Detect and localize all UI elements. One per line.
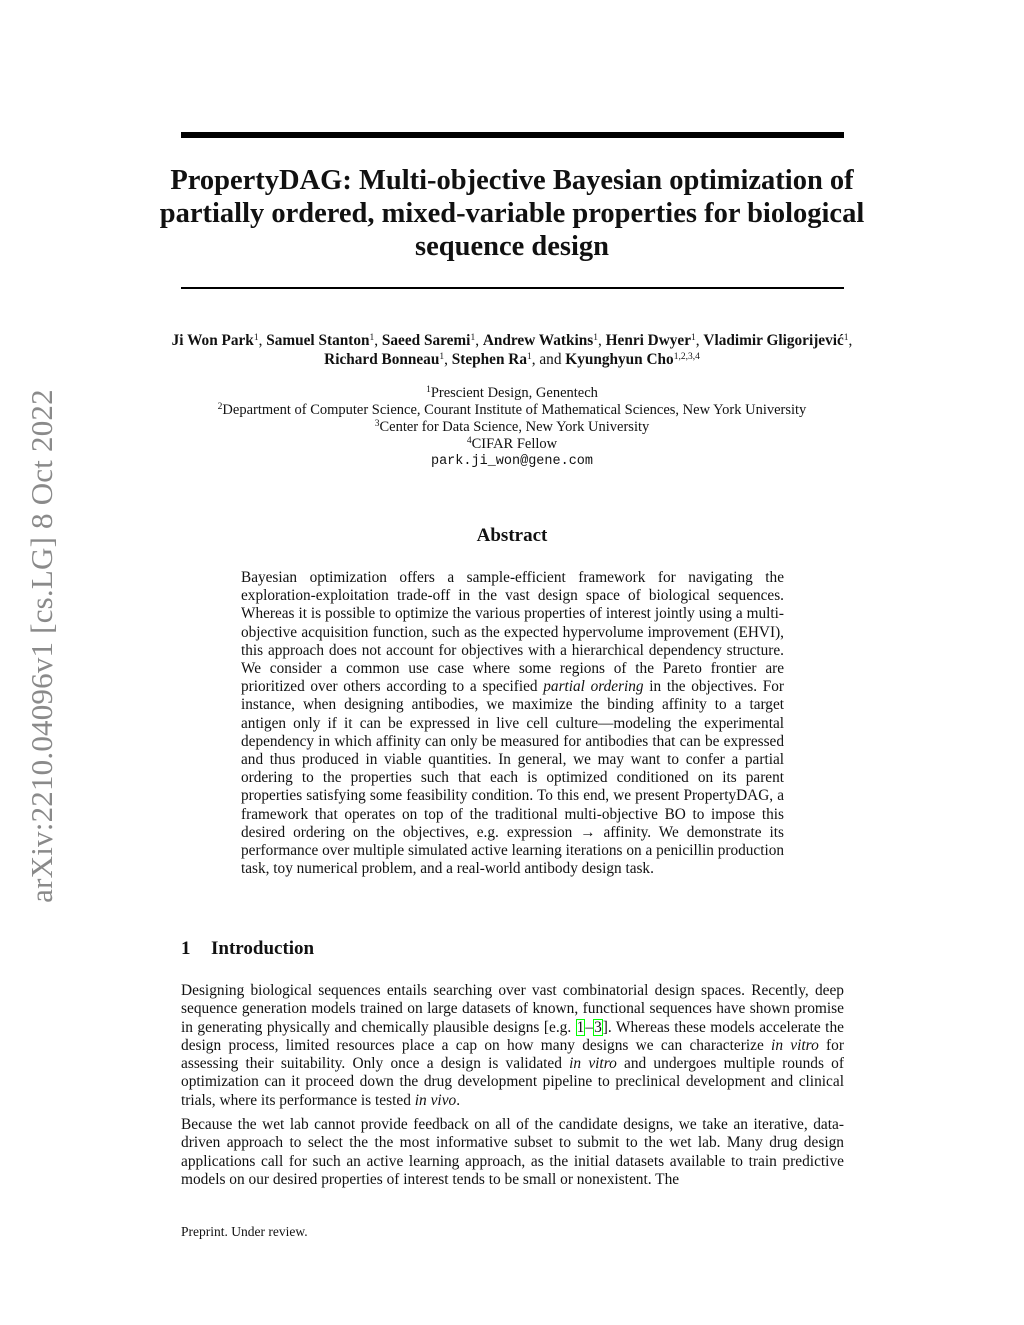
author-affiliation-mark: 1 <box>843 333 849 343</box>
author-name: Kyunghyun Cho <box>565 351 674 368</box>
section-heading: 1 Introduction <box>181 938 315 959</box>
author-affiliation-mark: 1 <box>253 333 259 343</box>
separator: , <box>374 332 382 349</box>
separator: , <box>695 332 704 349</box>
author-affiliation-mark: 1,2,3,4 <box>673 352 700 362</box>
author-affiliation-mark: 1 <box>369 333 375 343</box>
separator: , <box>848 332 853 349</box>
affiliation: 4CIFAR Fellow <box>466 436 558 452</box>
author-name: Henri Dwyer <box>605 332 692 349</box>
author-name: Stephen Ra <box>451 351 527 368</box>
author-affiliation-mark: 1 <box>439 352 445 362</box>
paragraph: Because the wet lab cannot provide feedb… <box>181 1116 844 1188</box>
citation-link[interactable]: 3 <box>593 1018 603 1036</box>
abstract-text: Bayesian optimization offers a sample-ef… <box>241 569 784 878</box>
title-top-rule <box>181 132 844 138</box>
separator: , <box>258 332 267 349</box>
title-bottom-rule <box>181 287 844 289</box>
separator: , <box>444 351 452 368</box>
paragraph: Designing biological sequences entails s… <box>181 982 844 1109</box>
affiliation: 3Center for Data Science, New York Unive… <box>374 419 650 435</box>
citation-link[interactable]: 1 <box>575 1018 586 1036</box>
separator: , <box>597 332 606 349</box>
arxiv-stamp: arXiv:2210.04096v1 [cs.LG] 8 Oct 2022 <box>24 389 59 903</box>
introduction-body: Designing biological sequences entails s… <box>181 982 844 1195</box>
author-name: Richard Bonneau <box>324 351 440 368</box>
contact-email[interactable]: park.ji_won@gene.com <box>430 454 594 469</box>
abstract-heading: Abstract <box>476 525 548 546</box>
author-affiliation-mark: 1 <box>691 333 696 343</box>
affiliation: 2Department of Computer Science, Courant… <box>217 402 807 418</box>
author-affiliation-mark: 1 <box>470 333 476 343</box>
author-name: Samuel Stanton <box>266 332 370 349</box>
paper-title: PropertyDAG: Multi-objective Bayesian op… <box>159 165 865 262</box>
author-name: Ji Won Park <box>171 332 254 349</box>
author-name: Andrew Watkins <box>482 332 594 349</box>
author-name: Vladimir Gligorijević <box>703 332 844 349</box>
author-list: Ji Won Park1, Samuel Stanton1, Saeed Sar… <box>170 331 854 369</box>
author-affiliation-mark: 1 <box>526 352 532 362</box>
author-affiliation-mark: 1 <box>593 333 598 343</box>
separator: , <box>475 332 483 349</box>
affiliations: 1Prescient Design, Genentech 2Department… <box>150 385 874 470</box>
footer-note: Preprint. Under review. <box>181 1224 308 1239</box>
affiliation: 1Prescient Design, Genentech <box>426 385 598 401</box>
author-name: Saeed Saremi <box>381 332 471 349</box>
separator: , and <box>531 351 566 368</box>
